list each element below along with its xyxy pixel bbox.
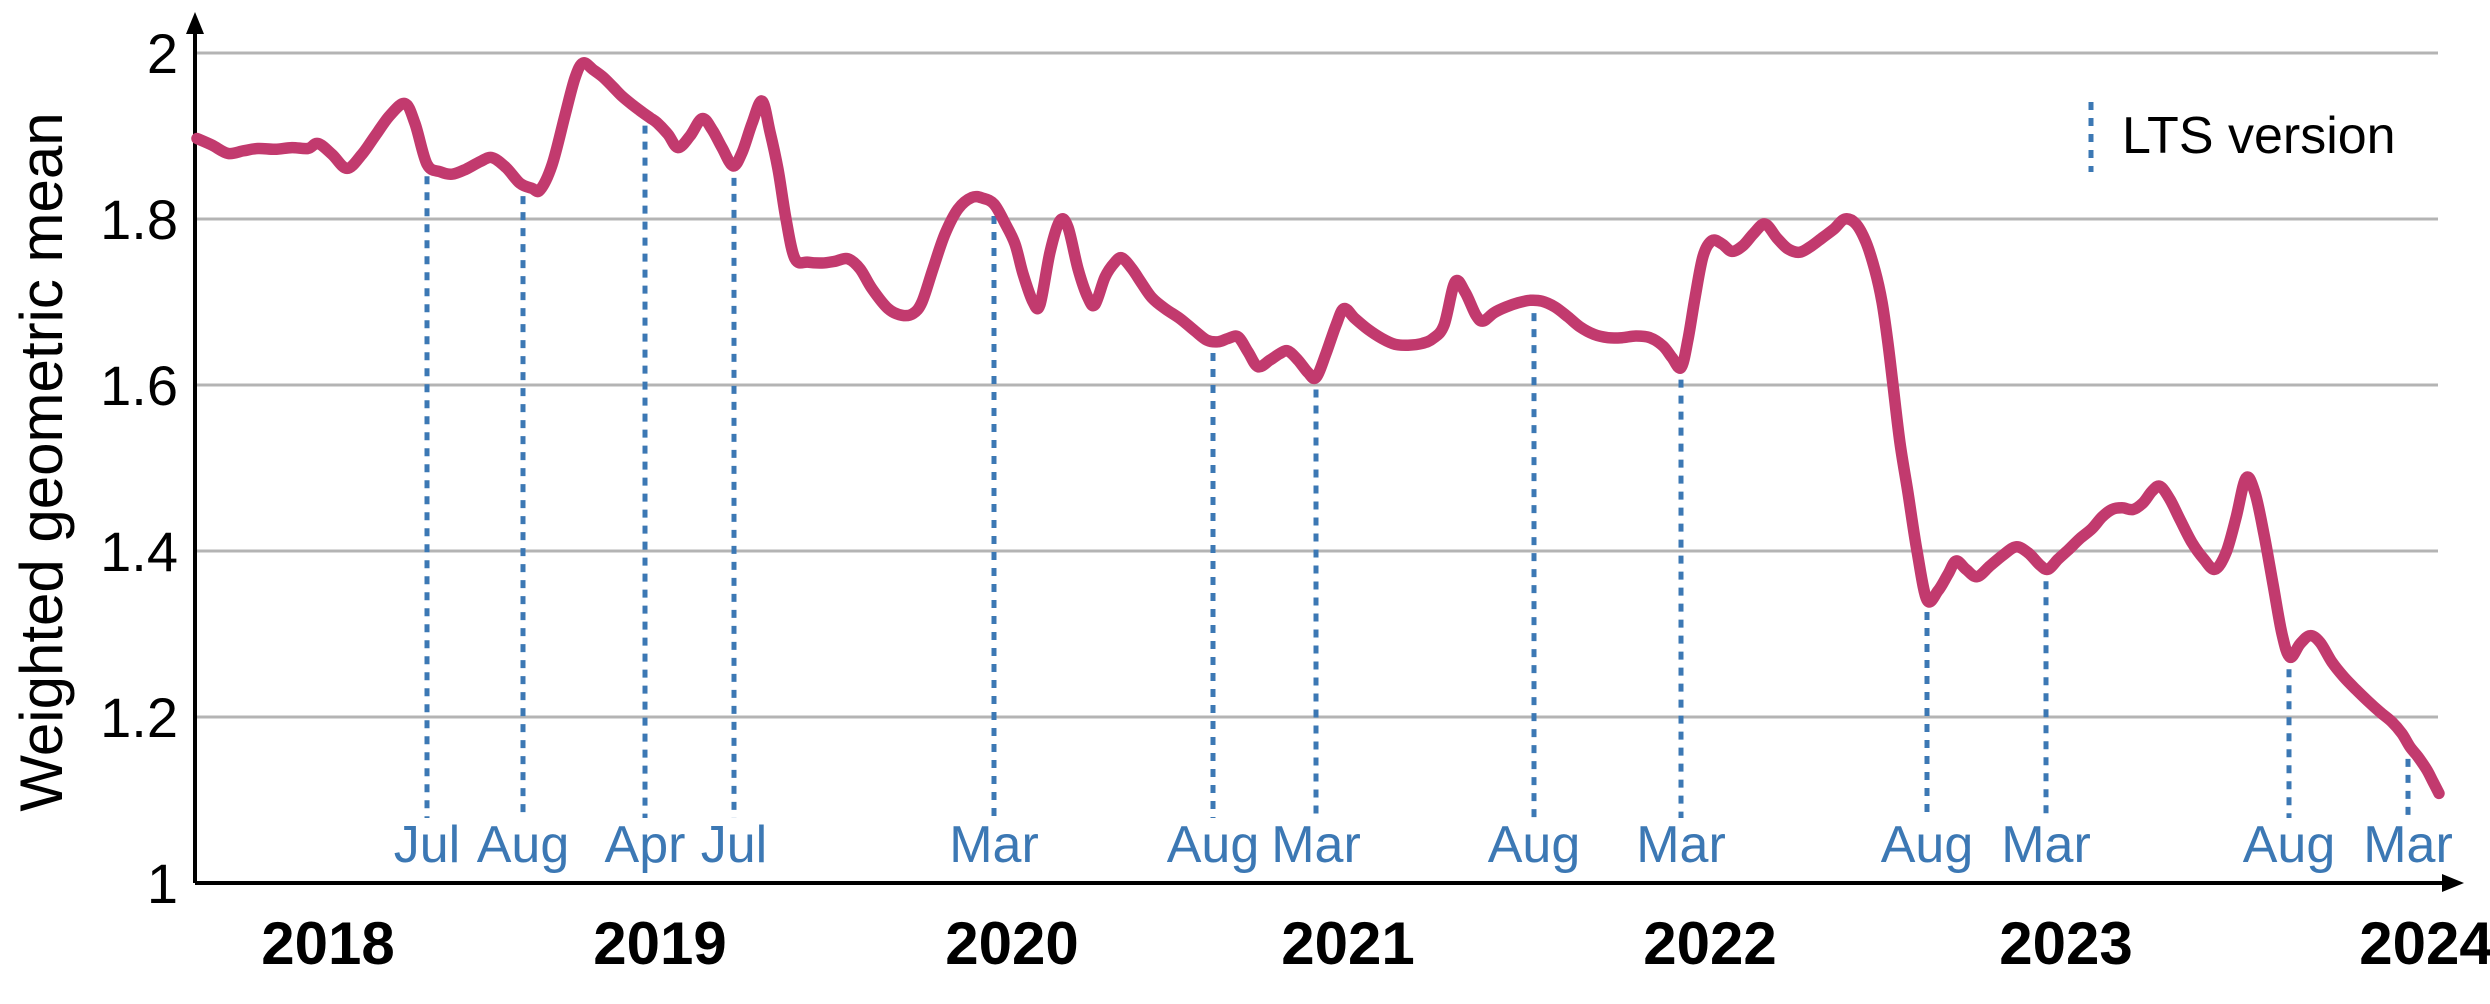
- y-axis-arrow-icon: [186, 12, 204, 34]
- x-year-label: 2022: [1643, 910, 1776, 977]
- lts-month-label: Jul: [701, 816, 767, 874]
- y-axis-title: Weighted geometric mean: [8, 112, 75, 811]
- legend: LTS version: [2088, 102, 2396, 172]
- x-year-labels: 2018 2019 2020 2021 2022 2023 2024: [261, 910, 2490, 977]
- axes: [186, 12, 2464, 892]
- x-axis-arrow-icon: [2442, 874, 2464, 892]
- lts-month-label: Mar: [2001, 816, 2091, 874]
- y-tick-labels: 2 1.8 1.6 1.4 1.2 1: [100, 22, 178, 915]
- y-tick-label: 2: [147, 22, 178, 85]
- lts-month-labels: Jul Aug Apr Jul Mar Aug Mar Aug Mar Aug Mar Aug Mar: [394, 816, 2453, 874]
- y-tick-label: 1.4: [100, 520, 178, 583]
- x-year-label: 2024: [2359, 910, 2490, 977]
- lts-month-label: Mar: [949, 816, 1039, 874]
- lts-month-label: Aug: [1167, 816, 1260, 874]
- x-year-label: 2023: [1999, 910, 2132, 977]
- lts-month-label: Aug: [477, 816, 570, 874]
- lts-month-label: Mar: [2363, 816, 2453, 874]
- x-year-label: 2018: [261, 910, 394, 977]
- lts-month-label: Mar: [1271, 816, 1361, 874]
- lts-month-label: Apr: [605, 816, 686, 874]
- y-tick-label: 1.6: [100, 354, 178, 417]
- lts-marker-lines: [424, 125, 2411, 818]
- legend-label: LTS version: [2122, 107, 2396, 165]
- lts-month-label: Mar: [1636, 816, 1726, 874]
- y-tick-label: 1: [147, 852, 178, 915]
- series-line: [191, 57, 2445, 800]
- lts-month-label: Aug: [2243, 816, 2336, 874]
- lts-month-label: Aug: [1488, 816, 1581, 874]
- lts-month-label: Jul: [394, 816, 460, 874]
- lts-month-label: Aug: [1881, 816, 1974, 874]
- y-tick-label: 1.2: [100, 686, 178, 749]
- y-tick-label: 1.8: [100, 188, 178, 251]
- x-year-label: 2020: [945, 910, 1078, 977]
- x-year-label: 2019: [593, 910, 726, 977]
- x-year-label: 2021: [1281, 910, 1414, 977]
